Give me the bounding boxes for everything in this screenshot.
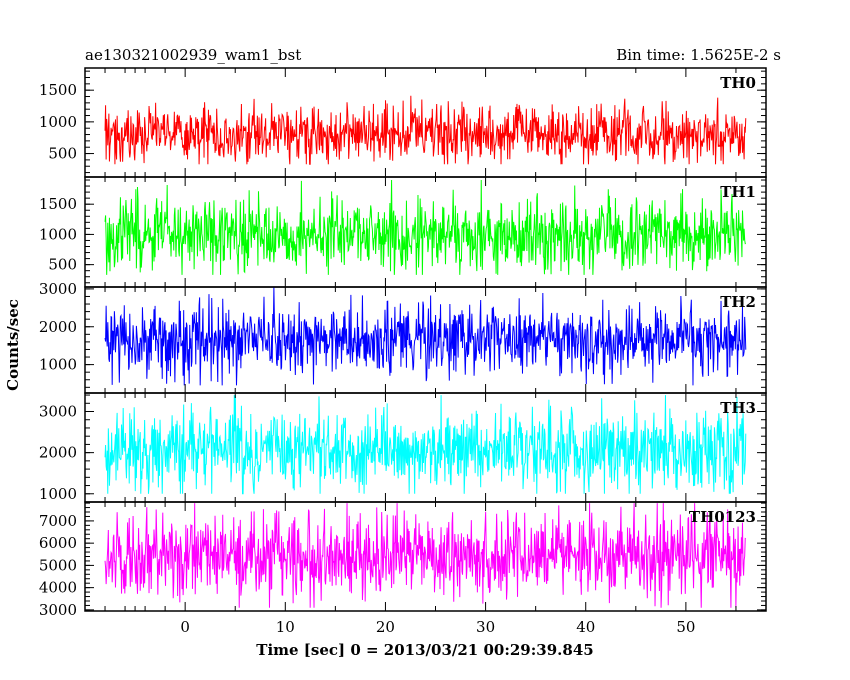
y-tick-label: 7000 [39,512,77,530]
y-tick-label: 1000 [39,113,77,131]
panel-th3: 1000 2000 3000 TH3 [39,392,767,503]
panel-th0: 500 1000 1500 TH0 [39,67,767,178]
x-tick-label: 20 [376,618,395,636]
panel-label-th1: TH1 [720,183,756,201]
y-tick-label: 500 [48,256,77,274]
y-tick-label: 1500 [39,195,77,213]
x-tick-label: 40 [576,618,595,636]
series-line-th0 [104,95,747,165]
y-tick-label: 3000 [39,601,77,619]
series-line-th3 [104,395,747,495]
x-axis-tick-labels: 0 10 20 30 40 50 [180,618,695,636]
y-tick-label: 6000 [39,534,77,552]
panel-label-th0123: TH0123 [689,508,756,526]
x-tick-label: 10 [276,618,295,636]
y-tick-label: 1000 [39,485,77,503]
y-tick-label: 500 [48,145,77,163]
y-tick-label: 4000 [39,579,77,597]
panel-th1: 500 1000 1500 TH1 [39,176,767,288]
y-tick-label: 2000 [39,318,77,336]
panel-label-th3: TH3 [720,399,756,417]
panel-th0123: 3000 4000 5000 6000 7000 TH0123 [39,501,767,619]
y-axis-title: Counts/sec [4,299,22,391]
series-line-th1 [104,179,747,275]
series-line-th0123 [104,503,747,608]
series-line-th2 [104,286,747,386]
y-tick-label: 1000 [39,356,77,374]
y-tick-label: 5000 [39,556,77,574]
x-tick-label: 50 [676,618,695,636]
panels-group: 500 1000 1500 TH0 500 1000 1500 TH1 1000 2000 3000… [39,67,767,619]
y-tick-label: 3000 [39,280,77,298]
x-tick-label: 30 [476,618,495,636]
y-tick-label: 3000 [39,403,77,421]
figure-title-right: Bin time: 1.5625E-2 s [616,46,781,64]
y-tick-label: 1000 [39,225,77,243]
panel-label-th0: TH0 [720,74,756,92]
y-tick-label: 1500 [39,81,77,99]
x-tick-label: 0 [180,618,190,636]
panel-th2: 1000 2000 3000 TH2 [39,280,767,394]
panel-label-th2: TH2 [720,293,756,311]
y-tick-label: 2000 [39,444,77,462]
x-axis-title: Time [sec] 0 = 2013/03/21 00:29:39.845 [256,641,593,659]
figure-title-left: ae130321002939_wam1_bst [85,46,301,64]
